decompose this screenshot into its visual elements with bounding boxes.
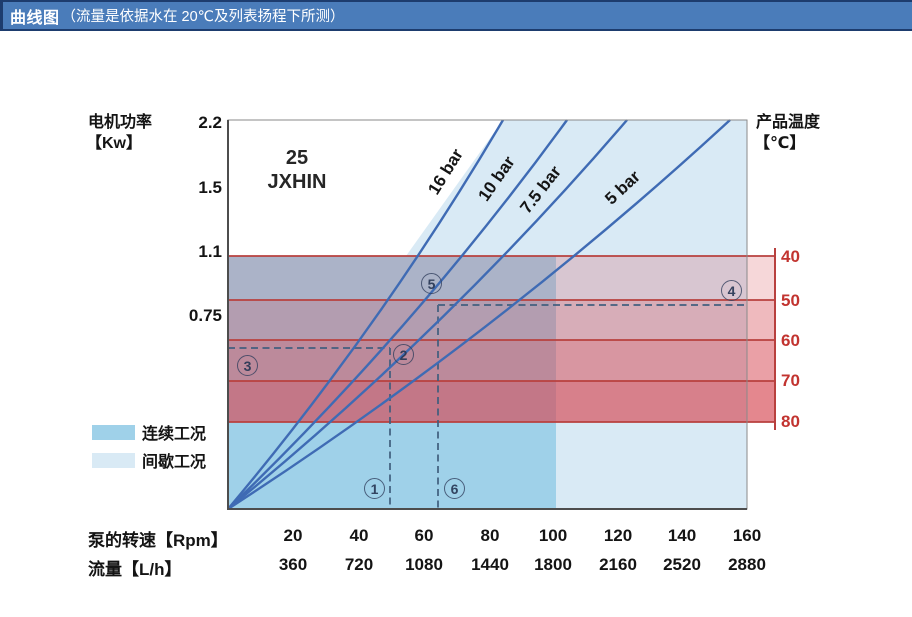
rpm-tick-100: 100 (538, 526, 568, 545)
marker-2: 2 (393, 344, 414, 365)
legend-item-continuous: 连续工况 (92, 423, 207, 443)
legend-swatch-continuous (92, 424, 135, 440)
flow-tick-2160: 2160 (599, 555, 637, 574)
rpm-tick-20: 20 (283, 526, 303, 545)
curve-5bar (227, 119, 731, 511)
y-axis-title: 电机功率 (88, 114, 153, 131)
flow-tick-2880: 2880 (728, 555, 766, 574)
right-axis-unit: 【℃】 (754, 135, 806, 152)
temp-band-50-60 (228, 300, 775, 340)
x-axis-flow-title: 流量【L/h】 (88, 560, 182, 579)
temp-tick-40: 40 (781, 247, 800, 266)
flow-tick-1080: 1080 (405, 555, 443, 574)
chart-title: 25 JXHIN (247, 146, 347, 194)
legend-label-continuous: 连续工况 (142, 426, 207, 443)
marker-4: 4 (721, 280, 742, 301)
marker-1: 1 (364, 478, 385, 499)
chart-title-model: 25 (285, 147, 309, 169)
curve-7-5bar (227, 119, 628, 510)
temp-tick-70: 70 (781, 371, 800, 390)
power-tick-2-2: 2.2 (198, 113, 222, 132)
rpm-tick-80: 80 (480, 526, 500, 545)
flow-tick-360: 360 (278, 555, 308, 574)
flow-tick-1800: 1800 (534, 555, 572, 574)
marker-3: 3 (237, 355, 258, 376)
power-tick-0-75: 0.75 (188, 306, 222, 325)
temp-band-60-70 (228, 340, 775, 381)
curve-16bar (227, 119, 505, 510)
right-axis-title: 产品温度 (756, 114, 821, 131)
power-tick-1-1: 1.1 (198, 242, 222, 261)
marker-6: 6 (444, 478, 465, 499)
rpm-tick-160: 160 (732, 526, 762, 545)
temp-band-40-50 (228, 256, 775, 300)
dashed-guides (228, 304, 747, 508)
flow-tick-2520: 2520 (663, 555, 701, 574)
x-axis-rpm-title: 泵的转速【Rpm】 (88, 531, 228, 550)
rpm-tick-120: 120 (603, 526, 633, 545)
chart-title-series: JXHIN (267, 171, 327, 193)
temp-tick-50: 50 (781, 291, 800, 310)
rpm-tick-40: 40 (349, 526, 369, 545)
flow-tick-720: 720 (344, 555, 374, 574)
marker-5: 5 (421, 273, 442, 294)
page-header: 曲线图 （流量是依据水在 20℃及列表扬程下所测） (0, 0, 912, 31)
pressure-curves (227, 119, 731, 511)
temp-tick-80: 80 (781, 412, 800, 431)
intermittent-zone-top (406, 120, 747, 256)
header-subtitle: （流量是依据水在 20℃及列表扬程下所测） (61, 9, 345, 25)
y-axis-unit: 【Kw】 (86, 135, 143, 152)
temp-tick-60: 60 (781, 331, 800, 350)
rpm-tick-60: 60 (414, 526, 434, 545)
rpm-tick-140: 140 (667, 526, 697, 545)
legend-item-intermittent: 间歇工况 (92, 451, 207, 471)
legend-swatch-intermittent (92, 452, 135, 468)
flow-tick-1440: 1440 (471, 555, 509, 574)
header-title: 曲线图 (10, 9, 60, 27)
legend-label-intermittent: 间歇工况 (142, 454, 207, 471)
power-tick-1-5: 1.5 (198, 178, 222, 197)
temp-band-70-80 (228, 381, 775, 422)
curve-10bar (227, 119, 568, 510)
